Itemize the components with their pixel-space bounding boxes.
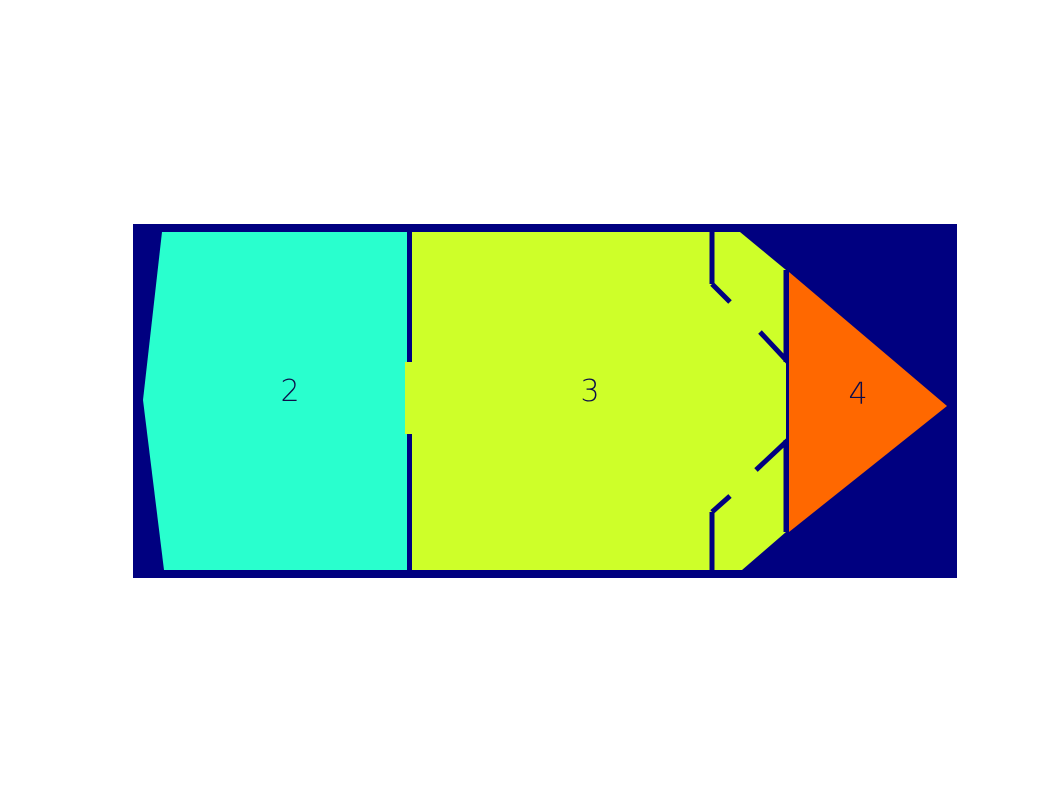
region-2-area: [143, 232, 407, 570]
region-2-label: 2: [280, 374, 299, 409]
region-2-3-opening: [405, 362, 413, 434]
region-4-area: [789, 272, 947, 532]
region-3-inner-walls: [709, 232, 790, 570]
region-3-label: 3: [580, 374, 599, 409]
region-3-area: [412, 232, 786, 570]
region-4-label: 4: [848, 377, 867, 412]
